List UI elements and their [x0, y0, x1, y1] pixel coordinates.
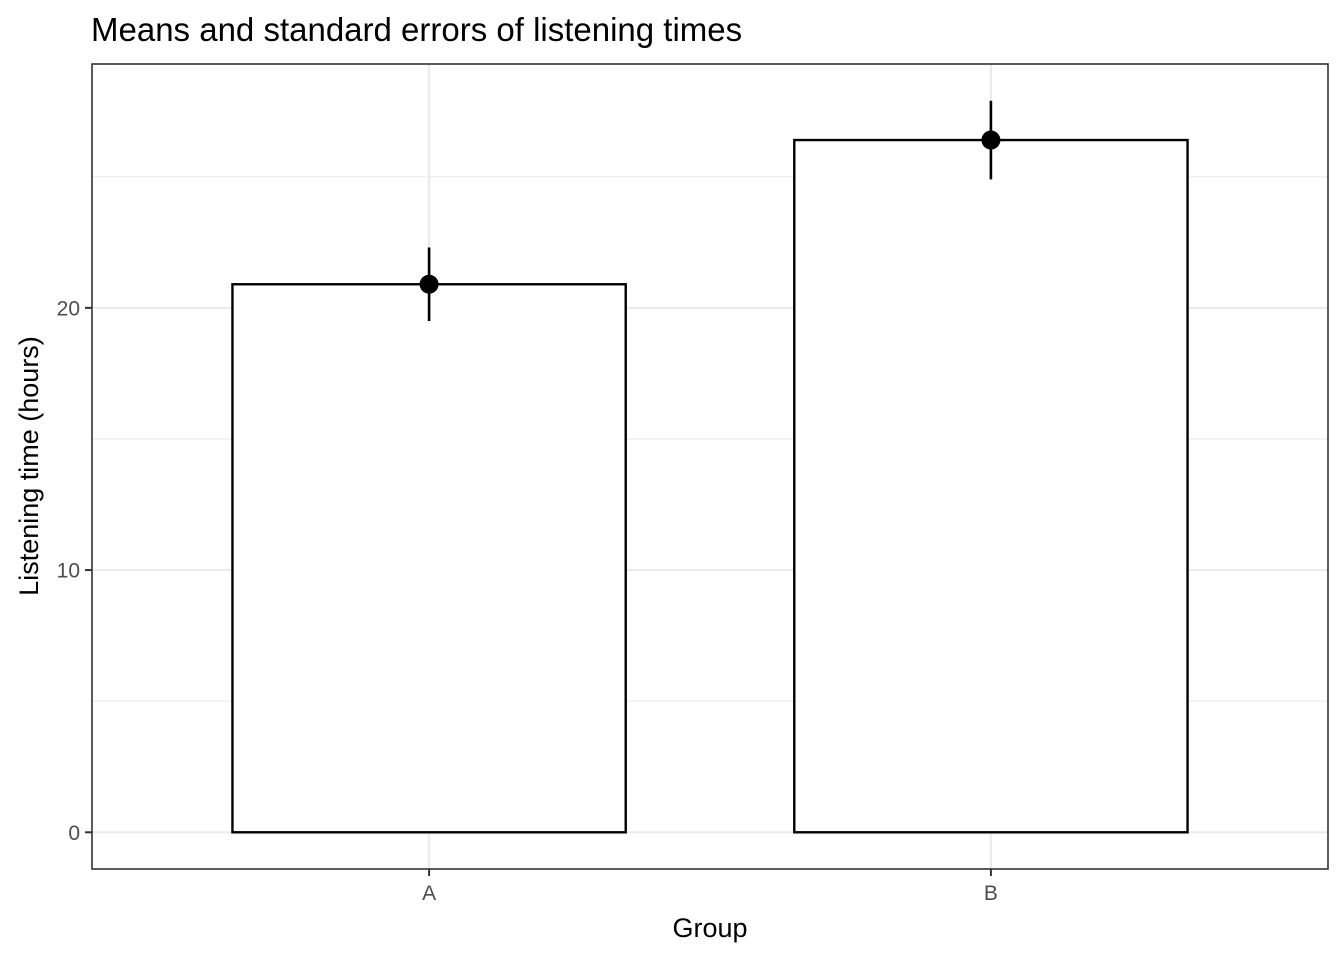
- y-axis: 0 10 20: [57, 297, 92, 845]
- panel-border: [91, 63, 1329, 870]
- x-tick-label: B: [984, 882, 998, 905]
- y-tick-label: 10: [57, 560, 80, 583]
- mean-point-a: [419, 274, 439, 294]
- bars: [231, 138, 1189, 834]
- x-axis-title: Group: [672, 913, 747, 943]
- x-tick-label: A: [422, 882, 436, 905]
- mean-point-b: [981, 130, 1001, 150]
- mean-points: [419, 130, 1001, 294]
- y-axis-title: Listening time (hours): [14, 336, 44, 596]
- bar-a: [231, 283, 627, 834]
- bar-b: [793, 138, 1189, 834]
- y-tick-label: 0: [68, 822, 80, 845]
- y-tick-label: 20: [57, 297, 80, 320]
- chart-title: Means and standard errors of listening t…: [91, 11, 742, 48]
